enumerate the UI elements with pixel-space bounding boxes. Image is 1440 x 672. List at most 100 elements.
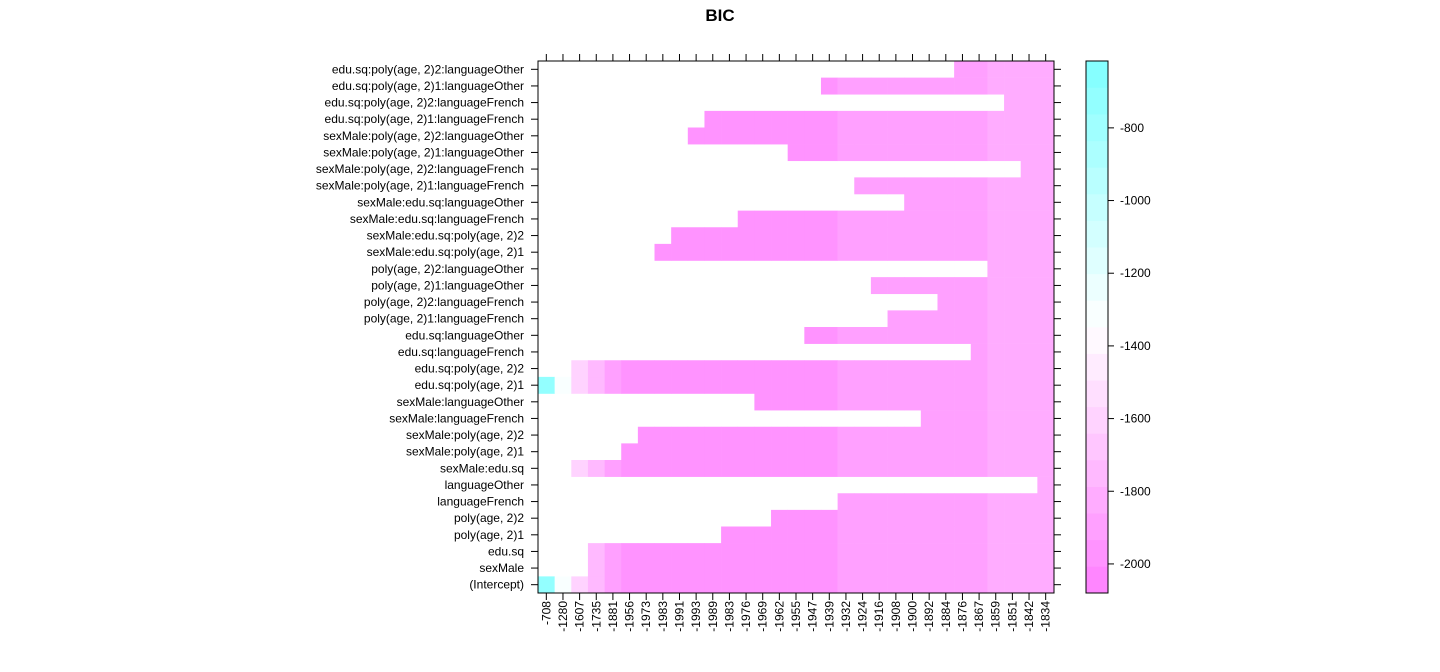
- cell: [887, 243, 905, 261]
- cell: [837, 576, 855, 594]
- cell: [954, 327, 972, 344]
- cell: [920, 493, 938, 511]
- cell: [1020, 210, 1038, 228]
- cell: [904, 376, 922, 394]
- y-tick-label: sexMale:languageOther: [397, 395, 524, 409]
- cell: [937, 376, 955, 394]
- cell: [970, 293, 988, 311]
- cell: [937, 177, 955, 195]
- plot-frame: [537, 60, 1055, 594]
- cell: [787, 526, 805, 544]
- x-tick-label: -1991: [672, 601, 686, 632]
- cell: [1020, 543, 1038, 561]
- color-key-band: [1086, 167, 1108, 195]
- cell: [737, 210, 755, 228]
- cell: [820, 460, 838, 477]
- cell: [837, 393, 855, 411]
- x-tick-label: -1956: [623, 601, 637, 632]
- cell: [671, 559, 689, 577]
- cell: [837, 127, 855, 145]
- cell: [887, 227, 905, 245]
- cell: [754, 360, 772, 378]
- cell: [970, 559, 988, 577]
- cell: [1037, 277, 1055, 295]
- cell: [587, 460, 605, 477]
- cell: [637, 443, 655, 461]
- y-tick-label: sexMale:edu.sq:poly(age, 2)1: [367, 245, 525, 259]
- cell: [820, 210, 838, 228]
- cell: [870, 443, 888, 461]
- cell: [1004, 77, 1022, 95]
- cell: [604, 460, 622, 477]
- cell: [804, 393, 822, 411]
- cell: [904, 360, 922, 378]
- cell: [954, 310, 972, 328]
- color-key-band: [1086, 486, 1108, 514]
- cell: [904, 110, 922, 128]
- cell: [987, 260, 1005, 278]
- cell: [987, 277, 1005, 295]
- y-tick-label: sexMale:poly(age, 2)1:languageOther: [323, 145, 524, 159]
- cell: [937, 144, 955, 162]
- y-tick-label: edu.sq:poly(age, 2)2:languageOther: [332, 62, 524, 76]
- cell: [970, 460, 988, 477]
- cell: [987, 177, 1005, 195]
- cell: [604, 559, 622, 577]
- cell: [887, 127, 905, 145]
- cell: [1020, 61, 1038, 78]
- cell: [1020, 460, 1038, 477]
- cell: [854, 426, 872, 444]
- cell: [1004, 443, 1022, 461]
- cell: [737, 426, 755, 444]
- color-key-label: -1800: [1120, 484, 1151, 498]
- color-key-band: [1086, 247, 1108, 275]
- cell: [654, 243, 672, 261]
- cell: [920, 426, 938, 444]
- cell: [787, 210, 805, 228]
- x-tick-label: -1884: [939, 601, 953, 632]
- cell: [787, 460, 805, 477]
- cell: [987, 460, 1005, 477]
- cell: [937, 277, 955, 295]
- cell: [920, 526, 938, 544]
- cell: [970, 243, 988, 261]
- cell: [771, 509, 788, 527]
- cell: [1037, 393, 1055, 411]
- cell: [804, 509, 822, 527]
- cell: [787, 227, 805, 245]
- cell: [754, 243, 772, 261]
- cell: [987, 509, 1005, 527]
- cell: [571, 460, 589, 477]
- cell: [721, 576, 739, 594]
- color-key-label: -1400: [1120, 339, 1151, 353]
- cell: [970, 376, 988, 394]
- cell: [920, 327, 938, 344]
- cell: [754, 110, 772, 128]
- x-tick-label: -1989: [706, 601, 720, 632]
- cell: [870, 576, 888, 594]
- cell: [854, 110, 872, 128]
- x-tick-label: -1881: [606, 601, 620, 632]
- cell: [987, 61, 1005, 78]
- cell: [820, 110, 838, 128]
- cell: [954, 61, 972, 78]
- cell: [1037, 426, 1055, 444]
- cell: [970, 543, 988, 561]
- cell: [954, 210, 972, 228]
- cell: [804, 110, 822, 128]
- cell: [970, 509, 988, 527]
- cell: [954, 543, 972, 561]
- cell: [1004, 360, 1022, 378]
- cell: [870, 509, 888, 527]
- color-key-frame: [1085, 60, 1109, 594]
- cell: [721, 460, 739, 477]
- cell: [837, 443, 855, 461]
- cell: [937, 310, 955, 328]
- cell: [954, 509, 972, 527]
- cell: [887, 177, 905, 195]
- cell: [987, 360, 1005, 378]
- cell: [804, 460, 822, 477]
- cell: [804, 360, 822, 378]
- cell: [737, 543, 755, 561]
- cell: [870, 460, 888, 477]
